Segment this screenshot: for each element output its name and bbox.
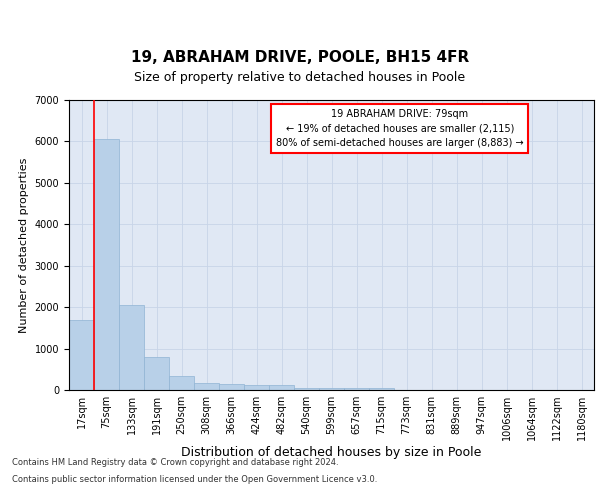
Text: Size of property relative to detached houses in Poole: Size of property relative to detached ho… (134, 71, 466, 84)
Text: Contains HM Land Registry data © Crown copyright and database right 2024.: Contains HM Land Registry data © Crown c… (12, 458, 338, 467)
Bar (294, 388, 319, 390)
Bar (69, 320, 94, 390)
Bar (94, 140, 119, 390)
Bar (119, 305, 144, 390)
Text: 19 ABRAHAM DRIVE: 79sqm
← 19% of detached houses are smaller (2,115)
80% of semi: 19 ABRAHAM DRIVE: 79sqm ← 19% of detache… (276, 108, 524, 148)
Bar (169, 376, 194, 390)
Bar (344, 388, 369, 390)
Bar (319, 388, 344, 390)
Bar (144, 357, 169, 390)
Text: Contains public sector information licensed under the Open Government Licence v3: Contains public sector information licen… (12, 476, 377, 484)
Y-axis label: Number of detached properties: Number of detached properties (19, 158, 29, 332)
Bar (219, 384, 244, 390)
X-axis label: Distribution of detached houses by size in Poole: Distribution of detached houses by size … (181, 446, 482, 459)
Bar (194, 382, 219, 390)
Text: 19, ABRAHAM DRIVE, POOLE, BH15 4FR: 19, ABRAHAM DRIVE, POOLE, BH15 4FR (131, 50, 469, 65)
Bar (269, 385, 294, 390)
Bar (369, 388, 394, 390)
Bar (244, 385, 269, 390)
